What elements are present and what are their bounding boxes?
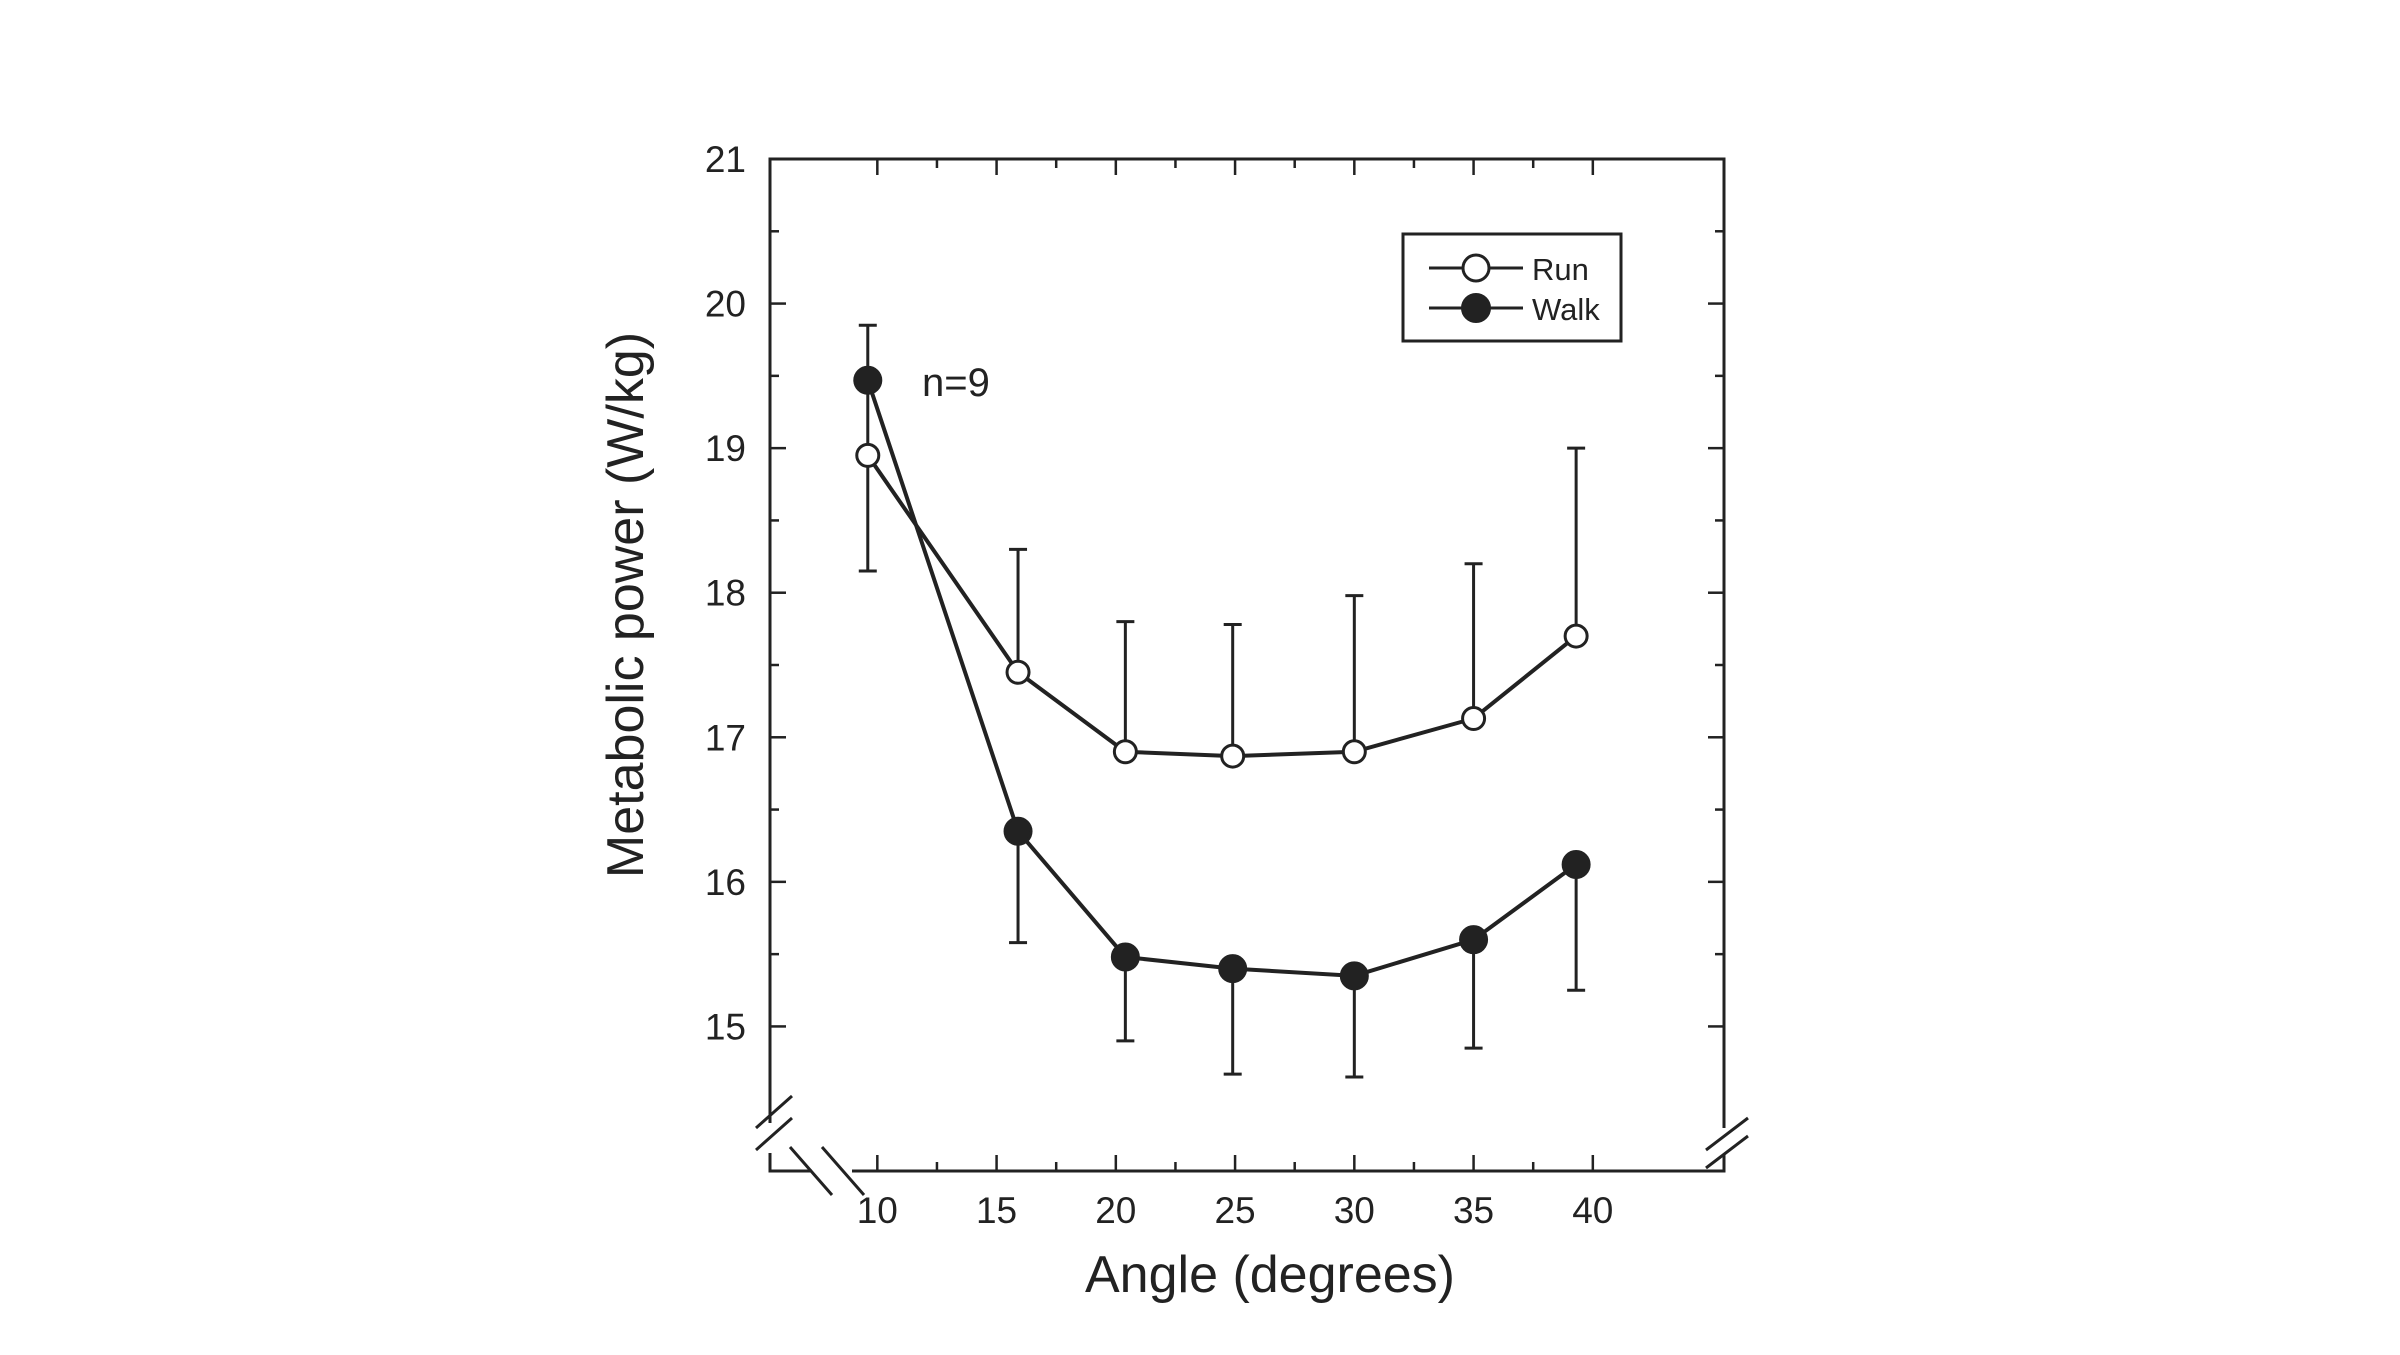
data-point-walk xyxy=(853,365,883,395)
data-point-walk xyxy=(1003,816,1033,846)
y-tick-label: 16 xyxy=(705,862,746,903)
data-point-run xyxy=(1461,705,1487,731)
sample-size-annotation: n=9 xyxy=(922,361,990,405)
y-axis-break-mark xyxy=(755,1094,793,1130)
x-axis-break-gap xyxy=(812,1166,852,1176)
y-tick-label: 21 xyxy=(705,139,746,180)
data-point-walk xyxy=(1459,925,1489,955)
x-axis-break-mark xyxy=(788,1146,834,1196)
y-axis-title: Metabolic power (W/kg) xyxy=(597,332,655,878)
data-point-run xyxy=(1220,743,1246,769)
data-point-run xyxy=(1112,739,1138,765)
y-tick-label: 19 xyxy=(705,428,746,469)
x-tick-label: 35 xyxy=(1453,1190,1494,1231)
x-tick-label: 40 xyxy=(1572,1190,1613,1231)
data-point-run xyxy=(1341,739,1367,765)
error-bars xyxy=(858,323,1586,1079)
data-point-walk xyxy=(1110,942,1140,972)
y-tick-label: 18 xyxy=(705,573,746,614)
right-axis-break-mark xyxy=(1705,1116,1749,1152)
x-tick-label: 10 xyxy=(857,1190,898,1231)
x-axis-break-mark xyxy=(820,1146,866,1196)
right-axis-break-mark xyxy=(1705,1134,1749,1170)
y-tick-label: 17 xyxy=(705,717,746,758)
y-tick-label: 20 xyxy=(705,284,746,325)
data-point-run xyxy=(1005,659,1031,685)
axis-ticks: 10 15 20 25 30 35 40 15 16 17 18 19 20 21 xyxy=(705,139,1724,1231)
data-point-walk xyxy=(1218,954,1248,984)
series-lines xyxy=(865,379,1578,978)
axis-breaks xyxy=(755,1094,1749,1196)
x-tick-label: 30 xyxy=(1334,1190,1375,1231)
x-axis-title: Angle (degrees) xyxy=(1085,1246,1455,1304)
series-markers xyxy=(853,365,1591,991)
legend: Run Walk xyxy=(1401,232,1623,343)
x-tick-label: 25 xyxy=(1214,1190,1255,1231)
legend-run-marker xyxy=(1461,253,1491,283)
data-point-run xyxy=(855,442,881,468)
series-line-walk xyxy=(865,379,1578,978)
data-point-run xyxy=(1563,623,1589,649)
legend-walk-label: Walk xyxy=(1532,292,1600,327)
legend-run-label: Run xyxy=(1532,252,1589,287)
data-point-walk xyxy=(1339,961,1369,991)
x-tick-label: 20 xyxy=(1095,1190,1136,1231)
legend-walk-marker xyxy=(1461,293,1491,323)
legend-box xyxy=(1401,232,1623,343)
y-axis-break-mark xyxy=(755,1116,793,1152)
x-tick-label: 15 xyxy=(976,1190,1017,1231)
data-point-walk xyxy=(1561,850,1591,880)
y-tick-label: 15 xyxy=(705,1006,746,1047)
